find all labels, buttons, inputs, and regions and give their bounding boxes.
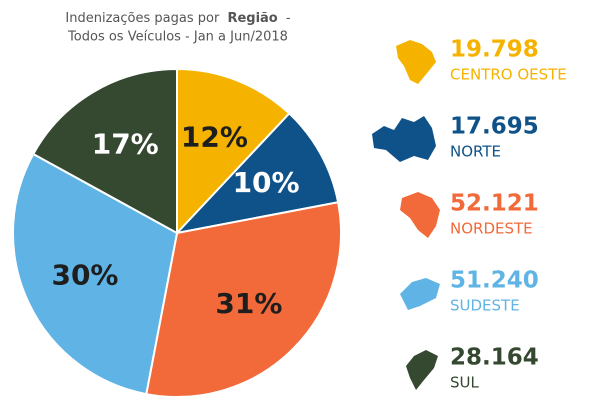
chart-subtitle: Todos os Veículos - Jan a Jun/2018: [67, 30, 288, 45]
legend-label: NORTE: [450, 143, 501, 161]
slice-label: 30%: [51, 258, 118, 291]
legend-count: 52.121: [450, 191, 539, 217]
legend-label: NORDESTE: [450, 220, 533, 238]
title-part: Região: [227, 11, 277, 26]
pie-slice: [12, 152, 179, 396]
pie-slice: [174, 112, 340, 235]
pie-slice: [176, 67, 291, 236]
title-part: Indenizações pagas por: [65, 11, 220, 26]
slice-label: 31%: [215, 287, 282, 320]
legend-label: CENTRO OESTE: [450, 66, 567, 84]
slice-label: 17%: [92, 127, 159, 160]
legend-label: SUDESTE: [450, 297, 520, 315]
legend-count: 19.798: [450, 37, 539, 63]
chart-title: Indenizações pagas por Região -: [65, 11, 290, 26]
legend-count: 28.164: [450, 345, 539, 371]
legend-icons: [372, 40, 440, 390]
map-icon: [396, 40, 436, 84]
pie-slice: [31, 67, 178, 235]
legend-label: SUL: [450, 374, 480, 392]
slice-label: 12%: [181, 120, 248, 153]
map-icon: [406, 350, 438, 390]
slice-label: 10%: [233, 166, 300, 199]
map-icon: [372, 116, 436, 162]
title-part: -: [286, 11, 291, 26]
map-icon: [400, 192, 440, 238]
legend-count: 17.695: [450, 114, 539, 140]
map-icon: [400, 278, 440, 310]
pie-slice: [145, 201, 342, 398]
legend-count: 51.240: [450, 268, 539, 294]
